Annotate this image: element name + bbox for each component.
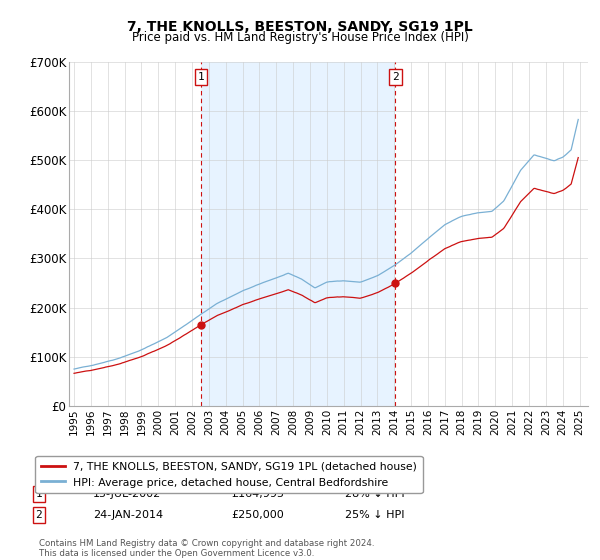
Text: 2: 2	[35, 510, 43, 520]
Text: 24-JAN-2014: 24-JAN-2014	[93, 510, 163, 520]
Text: £164,995: £164,995	[231, 489, 284, 499]
Text: £250,000: £250,000	[231, 510, 284, 520]
Text: 7, THE KNOLLS, BEESTON, SANDY, SG19 1PL: 7, THE KNOLLS, BEESTON, SANDY, SG19 1PL	[127, 20, 473, 34]
Text: 2: 2	[392, 72, 399, 82]
Text: Price paid vs. HM Land Registry's House Price Index (HPI): Price paid vs. HM Land Registry's House …	[131, 31, 469, 44]
Text: 1: 1	[35, 489, 43, 499]
Bar	[201, 62, 395, 406]
Text: Contains HM Land Registry data © Crown copyright and database right 2024.
This d: Contains HM Land Registry data © Crown c…	[39, 539, 374, 558]
Legend: 7, THE KNOLLS, BEESTON, SANDY, SG19 1PL (detached house), HPI: Average price, de: 7, THE KNOLLS, BEESTON, SANDY, SG19 1PL …	[35, 456, 422, 493]
Text: 28% ↓ HPI: 28% ↓ HPI	[345, 489, 404, 499]
Text: 25% ↓ HPI: 25% ↓ HPI	[345, 510, 404, 520]
Text: 15-JUL-2002: 15-JUL-2002	[93, 489, 161, 499]
Text: 1: 1	[198, 72, 205, 82]
